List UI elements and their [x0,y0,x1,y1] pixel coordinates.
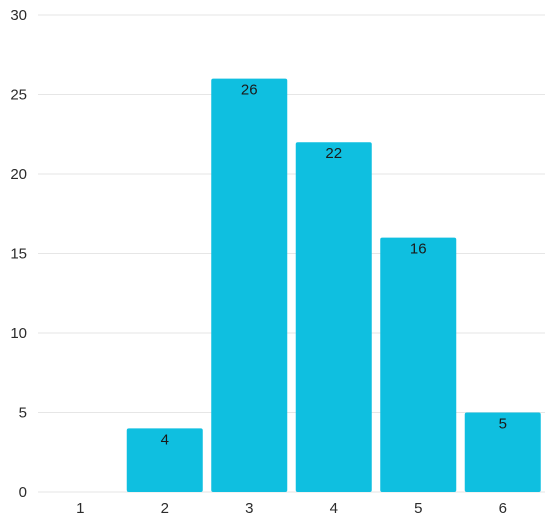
bar-value-label: 22 [325,145,342,162]
x-tick-label: 4 [330,500,338,517]
x-tick-label: 2 [161,500,169,517]
y-tick-label: 15 [10,246,27,263]
bar-3 [211,78,288,492]
gridlines [38,14,545,493]
bar-value-label: 26 [241,82,258,99]
y-axis-ticks: 0 5 10 15 20 25 30 [10,7,27,501]
bars [126,78,541,492]
x-tick-label: 5 [414,500,422,517]
bar-4 [295,142,372,492]
bar-5 [380,237,457,492]
x-tick-label: 3 [245,500,253,517]
y-tick-label: 10 [10,325,27,342]
x-axis-ticks: 1 2 3 4 5 6 [76,500,507,517]
data-labels: 4 26 22 16 5 [161,82,507,449]
bar-value-label: 16 [410,241,427,258]
y-tick-label: 25 [10,87,27,104]
y-tick-label: 20 [10,166,27,183]
bar-2 [126,428,203,492]
y-tick-label: 30 [10,7,27,24]
y-tick-label: 0 [19,484,27,501]
y-tick-label: 5 [19,405,27,422]
x-tick-label: 6 [499,500,507,517]
x-tick-label: 1 [76,500,84,517]
bar-6 [464,412,541,492]
bar-value-label: 5 [499,416,507,433]
bar-value-label: 4 [161,431,169,448]
